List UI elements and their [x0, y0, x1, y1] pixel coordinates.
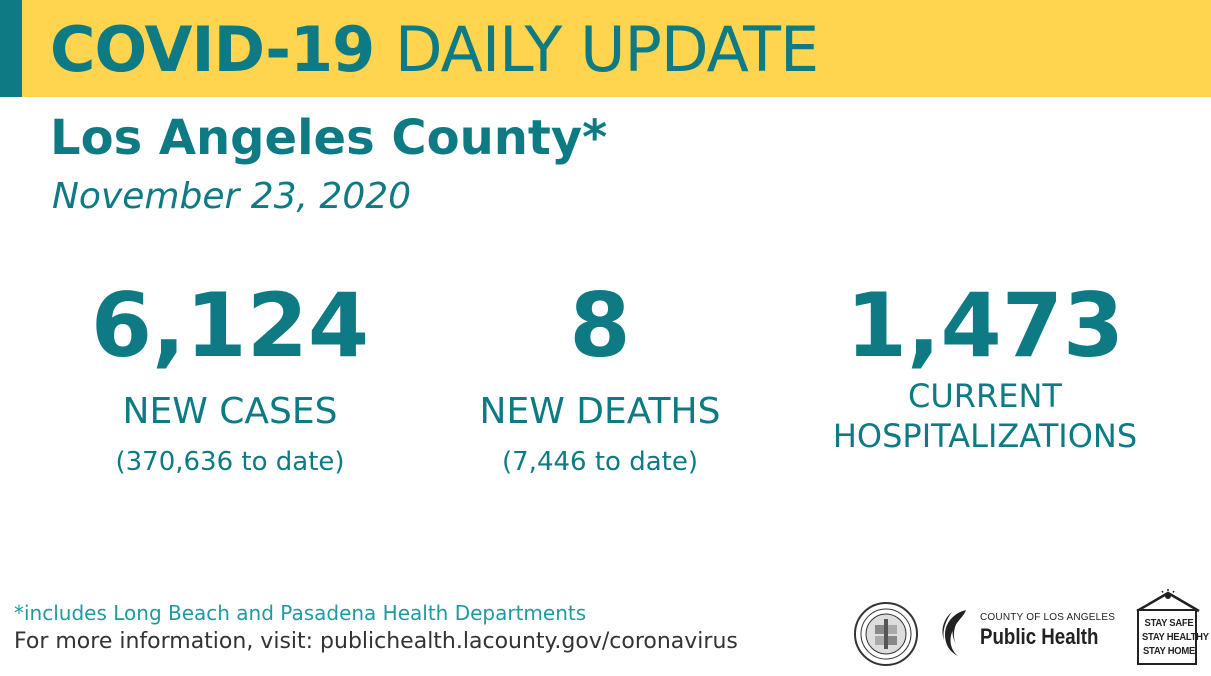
report-date: November 23, 2020 — [52, 176, 412, 217]
cases-to-date: (370,636 to date) — [115, 447, 345, 477]
hospitalizations-label-line2: HOSPITALIZATIONS — [832, 417, 1138, 455]
hospitalizations-number: 1,473 — [845, 274, 1125, 377]
hospitalizations-stat: 1,473 CURRENT HOSPITALIZATIONS — [805, 276, 1165, 456]
banner-title-bold: COVID-19 — [50, 13, 375, 86]
public-health-logo: COUNTY OF LOS ANGELES Public Health — [936, 604, 1122, 660]
new-deaths-number: 8 — [569, 274, 631, 377]
banner-title: COVID-19 DAILY UPDATE — [50, 10, 819, 90]
stay-safe-line1: STAY SAFE — [1144, 617, 1194, 629]
public-health-county-text: COUNTY OF LOS ANGELES — [980, 612, 1116, 623]
hospitalizations-label-line1: CURRENT — [908, 377, 1062, 415]
stay-safe-line2: STAY HEALTHY — [1142, 631, 1209, 643]
public-health-title: Public Health — [980, 624, 1099, 649]
new-cases-label: NEW CASES — [122, 391, 338, 432]
new-cases-number: 6,124 — [90, 274, 370, 377]
new-deaths-label: NEW DEATHS — [479, 391, 721, 432]
public-health-mark-icon — [942, 610, 966, 656]
stay-safe-line3: STAY HOME — [1142, 645, 1196, 657]
deaths-to-date: (7,446 to date) — [502, 447, 698, 477]
footnote: *includes Long Beach and Pasadena Health… — [14, 601, 587, 625]
banner-title-light: DAILY UPDATE — [394, 13, 819, 86]
county-seal-icon — [854, 602, 918, 666]
county-heading: Los Angeles County* — [50, 110, 608, 166]
new-cases-stat: 6,124 NEW CASES (370,636 to date) — [70, 276, 390, 482]
new-deaths-stat: 8 NEW DEATHS (7,446 to date) — [440, 276, 760, 482]
title-banner: COVID-19 DAILY UPDATE — [0, 0, 1211, 97]
more-info-text: For more information, visit: publichealt… — [14, 629, 738, 654]
stay-safe-box: STAY SAFE STAY HEALTHY STAY HOME — [1137, 609, 1209, 665]
house-roof-icon — [1136, 589, 1200, 613]
banner-accent-stripe — [0, 0, 22, 97]
stay-safe-badge: STAY SAFE STAY HEALTHY STAY HOME — [1133, 589, 1209, 669]
